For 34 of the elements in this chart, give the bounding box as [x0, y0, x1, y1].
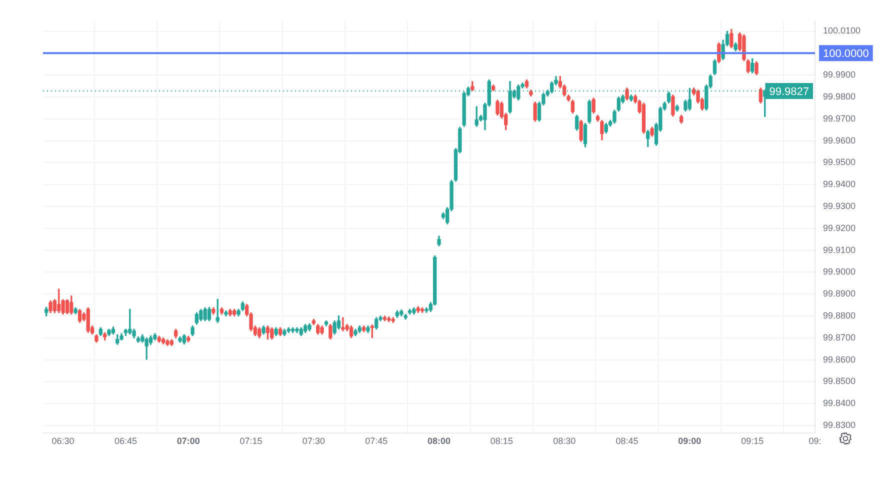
y-tick-label: 99.8800 — [823, 310, 856, 320]
y-tick-label: 99.8400 — [823, 398, 856, 408]
x-tick-label: 08:15 — [490, 436, 513, 446]
y-tick-label: 99.8300 — [823, 420, 856, 430]
y-tick-label: 99.9400 — [823, 179, 856, 190]
x-tick-label: 07:15 — [240, 436, 262, 446]
y-tick-label: 99.9100 — [823, 244, 856, 255]
ref-line-label: 100.0000 — [823, 48, 869, 60]
y-tick-label: 99.9300 — [823, 200, 856, 211]
x-tick-label: 07:30 — [302, 436, 325, 446]
x-tick-label: 07:00 — [176, 436, 200, 446]
x-tick-label: 06:30 — [52, 436, 74, 446]
x-tick-label: 06:45 — [114, 436, 137, 446]
x-tick-label: 09:00 — [678, 436, 702, 446]
x-tick-label: 08:00 — [428, 436, 451, 446]
x-tick-label: 09: — [808, 436, 822, 446]
x-tick-label: 07:45 — [365, 436, 388, 446]
y-tick-label: 99.8900 — [823, 288, 856, 299]
y-tick-label: 100.0100 — [823, 26, 861, 36]
y-tick-label: 99.8700 — [823, 332, 856, 342]
y-tick-label: 99.9200 — [823, 222, 856, 233]
y-tick-label: 99.9700 — [823, 113, 856, 124]
y-tick-label: 99.9800 — [823, 91, 856, 102]
y-tick-label: 99.8600 — [823, 354, 856, 364]
x-tick-label: 08:30 — [553, 436, 576, 446]
candlestick — [341, 317, 345, 332]
x-tick-label: 09:15 — [741, 436, 764, 446]
y-tick-label: 99.9500 — [823, 157, 856, 168]
ref-line-label: 99.9827 — [769, 86, 810, 98]
y-tick-label: 99.8500 — [823, 376, 856, 386]
y-tick-label: 99.9000 — [823, 266, 856, 277]
y-tick-label: 99.9600 — [823, 135, 856, 146]
x-tick-label: 08:45 — [616, 436, 638, 446]
y-tick-label: 99.9900 — [823, 70, 856, 80]
